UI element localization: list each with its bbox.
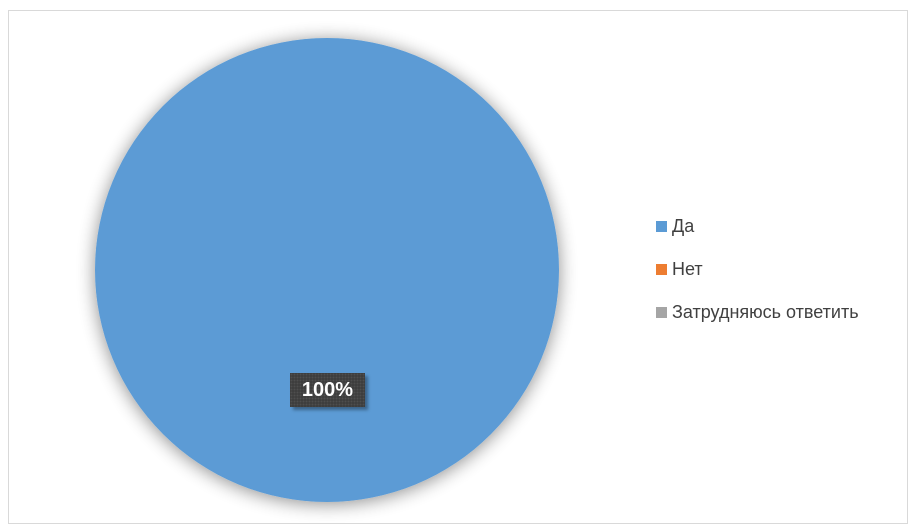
chart-area: 100% Да Нет Затрудняюсь ответить: [8, 10, 908, 524]
legend-item-zatrudnyayus: Затрудняюсь ответить: [656, 301, 906, 324]
legend-swatch-zatrudnyayus: [656, 307, 667, 318]
legend: Да Нет Затрудняюсь ответить: [656, 215, 906, 344]
legend-label-da: Да: [672, 216, 695, 236]
pie-slice-0: [95, 38, 559, 502]
legend-item-net: Нет: [656, 258, 906, 281]
legend-label-zatrudnyayus: Затрудняюсь ответить: [672, 302, 859, 322]
data-label-da: 100%: [290, 373, 365, 407]
legend-swatch-da: [656, 221, 667, 232]
pie-slices: [95, 38, 559, 502]
legend-label-net: Нет: [672, 259, 703, 279]
legend-item-da: Да: [656, 215, 906, 238]
pie-chart: [95, 38, 559, 502]
legend-swatch-net: [656, 264, 667, 275]
